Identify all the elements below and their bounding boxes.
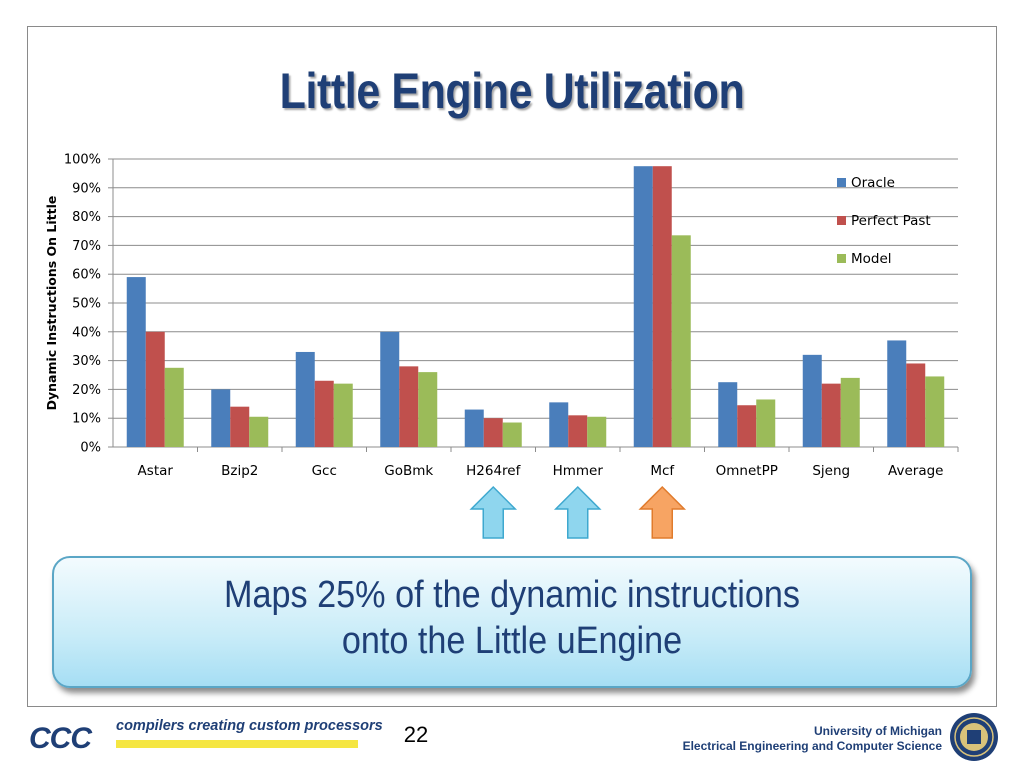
university-seal-icon [950, 713, 998, 761]
x-tick-label: Bzip2 [221, 463, 258, 479]
university-name: University of Michigan [813, 724, 942, 738]
tagline-underline [116, 740, 358, 748]
y-tick-label: 30% [72, 354, 101, 369]
x-tick-label: Sjeng [812, 463, 850, 479]
bar [126, 277, 146, 447]
page-number: 22 [403, 722, 429, 747]
bar [906, 363, 926, 447]
bar [840, 377, 860, 447]
bar [925, 376, 945, 447]
ccc-logo: CCC [29, 722, 92, 755]
bar [549, 402, 569, 447]
y-tick-label: 50% [72, 297, 101, 312]
bar [633, 166, 653, 447]
y-tick-label: 60% [72, 268, 101, 283]
bar [418, 372, 438, 447]
bar [295, 351, 315, 447]
legend-swatch [837, 216, 846, 225]
up-arrow-icon [469, 485, 518, 539]
bar [821, 383, 841, 447]
y-tick-label: 90% [72, 181, 101, 196]
bar [671, 235, 691, 447]
slide-title: Little Engine Utilization [279, 63, 745, 119]
bar [502, 422, 522, 447]
bar [249, 416, 269, 447]
bar [483, 418, 503, 447]
bar [464, 409, 484, 447]
up-arrow-icon [553, 485, 602, 539]
legend-swatch [837, 178, 846, 187]
y-tick-label: 70% [72, 239, 101, 254]
university-block: University of Michigan Electrical Engine… [683, 724, 942, 754]
bar [887, 340, 907, 447]
bar [380, 331, 400, 447]
x-tick-label: H264ref [466, 463, 521, 479]
callout-line-1: Maps 25% of the dynamic instructions [224, 574, 800, 616]
bar [587, 416, 607, 447]
callout-box: Maps 25% of the dynamic instructions ont… [52, 556, 972, 688]
bar [333, 383, 353, 447]
bar [718, 382, 738, 447]
bar [164, 367, 184, 447]
y-tick-label: 80% [72, 210, 101, 225]
tagline: compilers creating custom processors [116, 718, 383, 734]
bar [652, 166, 672, 447]
bar [737, 405, 757, 447]
x-tick-label: Hmmer [553, 463, 604, 479]
bar [568, 415, 588, 447]
y-tick-label: 40% [72, 325, 101, 340]
y-tick-label: 0% [80, 441, 101, 456]
x-tick-label: Astar [138, 463, 174, 479]
department-name: Electrical Engineering and Computer Scie… [682, 739, 942, 753]
x-tick-label: Gcc [312, 463, 337, 479]
legend-label: Perfect Past [851, 213, 931, 229]
y-tick-label: 100% [64, 153, 101, 168]
bar [145, 331, 165, 447]
up-arrow-icon [638, 485, 687, 539]
y-tick-label: 20% [72, 383, 101, 398]
x-tick-label: Average [888, 463, 943, 479]
bar [314, 380, 334, 447]
bar [230, 406, 250, 447]
x-tick-label: OmnetPP [716, 463, 778, 479]
legend-label: Oracle [851, 175, 895, 191]
y-tick-label: 10% [72, 412, 101, 427]
bar [399, 366, 419, 447]
x-tick-label: Mcf [650, 463, 675, 479]
legend-label: Model [851, 251, 892, 267]
bar [756, 399, 776, 447]
legend-swatch [837, 254, 846, 263]
y-axis-title: Dynamic Instructions On Little [44, 196, 59, 411]
callout-line-2: onto the Little uEngine [341, 620, 683, 662]
bar [802, 354, 822, 447]
bar [211, 389, 231, 447]
x-tick-label: GoBmk [384, 463, 433, 479]
